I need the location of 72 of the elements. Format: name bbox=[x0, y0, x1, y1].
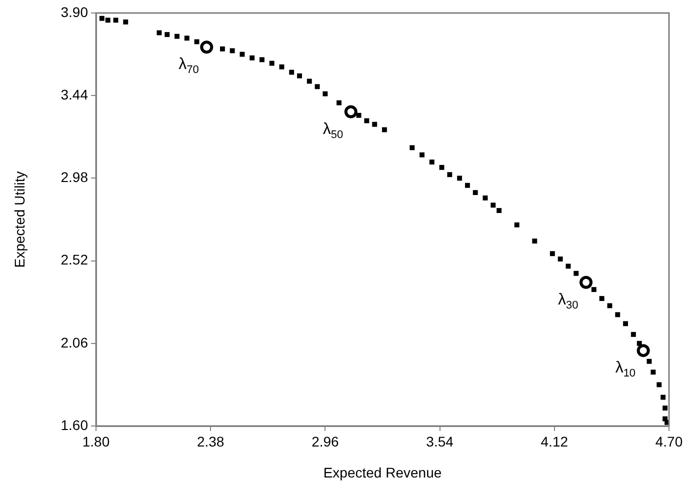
point bbox=[650, 370, 656, 375]
y-tick-label: 1.60 bbox=[60, 416, 88, 433]
point bbox=[123, 20, 128, 24]
y-tick-label: 3.90 bbox=[60, 4, 88, 20]
point bbox=[314, 84, 320, 90]
point bbox=[164, 32, 170, 38]
point bbox=[240, 52, 245, 57]
point bbox=[591, 287, 596, 292]
point bbox=[250, 55, 255, 60]
point bbox=[558, 256, 563, 262]
point bbox=[410, 145, 415, 150]
x-tick-label: 2.96 bbox=[312, 433, 340, 450]
x-axis-title: Expected Revenue bbox=[323, 464, 442, 480]
point bbox=[580, 276, 593, 289]
point bbox=[184, 36, 190, 41]
y-tick-label: 3.44 bbox=[60, 86, 88, 102]
point bbox=[447, 172, 452, 178]
x-tick-label: 4.12 bbox=[540, 433, 568, 450]
point bbox=[636, 344, 650, 358]
y-tick-label: 2.06 bbox=[60, 334, 88, 350]
point bbox=[99, 16, 104, 21]
point bbox=[439, 164, 444, 170]
point bbox=[464, 182, 470, 188]
point bbox=[113, 18, 118, 23]
point bbox=[420, 152, 424, 158]
point bbox=[496, 208, 502, 213]
point bbox=[372, 122, 378, 127]
point bbox=[429, 160, 434, 165]
x-tick-label: 4.70 bbox=[655, 433, 683, 450]
point bbox=[472, 190, 478, 196]
point bbox=[599, 296, 604, 301]
point bbox=[664, 420, 669, 425]
point bbox=[289, 70, 294, 75]
point bbox=[457, 176, 462, 181]
point bbox=[322, 91, 328, 96]
point bbox=[364, 118, 370, 124]
point bbox=[550, 251, 555, 256]
point bbox=[660, 394, 666, 400]
point bbox=[336, 100, 342, 106]
y-tick-label: 2.52 bbox=[60, 252, 88, 268]
point bbox=[636, 340, 642, 346]
point bbox=[514, 222, 520, 228]
point bbox=[662, 406, 668, 411]
x-tick-label: 2.38 bbox=[196, 433, 224, 450]
point bbox=[344, 105, 358, 118]
point bbox=[200, 40, 214, 54]
point bbox=[607, 303, 612, 308]
y-axis-title: Expected Utility bbox=[11, 171, 28, 268]
point bbox=[566, 264, 571, 269]
point bbox=[260, 57, 264, 62]
point bbox=[615, 312, 620, 318]
point bbox=[230, 48, 235, 54]
point bbox=[482, 195, 488, 200]
point bbox=[356, 112, 362, 118]
point bbox=[623, 321, 628, 326]
point bbox=[220, 46, 225, 52]
point bbox=[490, 202, 496, 208]
point bbox=[646, 358, 652, 364]
point bbox=[105, 18, 110, 23]
point bbox=[574, 270, 579, 276]
x-tick-label: 1.80 bbox=[82, 433, 110, 450]
point bbox=[630, 332, 636, 337]
y-tick-label: 2.98 bbox=[60, 169, 88, 186]
point bbox=[382, 127, 387, 132]
point bbox=[269, 60, 274, 66]
x-tick-label: 3.54 bbox=[426, 433, 454, 450]
point bbox=[174, 34, 180, 39]
point bbox=[532, 238, 538, 244]
point bbox=[656, 382, 662, 388]
point bbox=[279, 64, 284, 70]
point bbox=[297, 73, 302, 78]
point bbox=[306, 78, 312, 84]
